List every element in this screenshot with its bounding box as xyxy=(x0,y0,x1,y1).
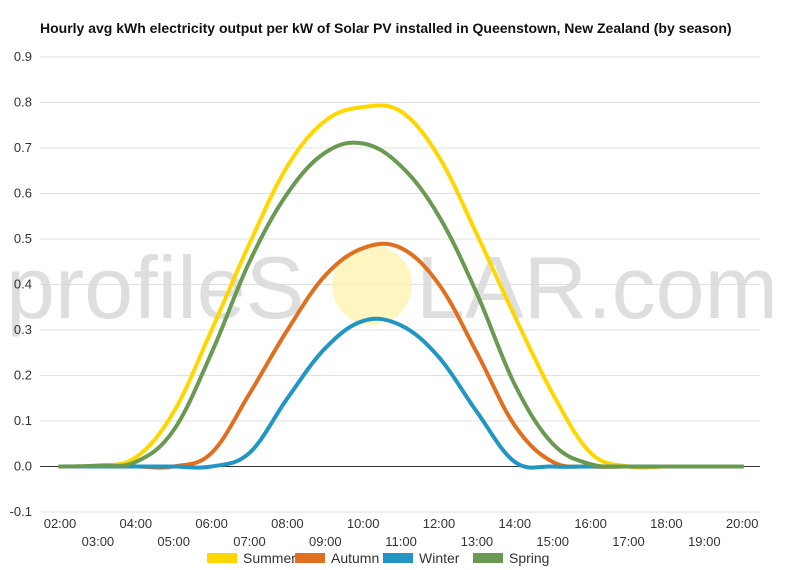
chart-title: Hourly avg kWh electricity output per kW… xyxy=(40,20,732,36)
x-tick-label: 05:00 xyxy=(157,534,190,549)
y-tick-label: 0.2 xyxy=(14,368,32,383)
x-tick-label: 12:00 xyxy=(423,516,456,531)
legend-label: Summer xyxy=(243,550,296,566)
y-tick-label: 0.7 xyxy=(14,140,32,155)
y-tick-label: 0.3 xyxy=(14,322,32,337)
watermark-text-right: LAR.com xyxy=(416,238,778,337)
legend-item-spring[interactable]: Spring xyxy=(473,550,549,566)
x-tick-label: 07:00 xyxy=(233,534,266,549)
series-lines xyxy=(58,103,745,470)
axes: -0.1 0.0 0.1 0.2 0.3 0.4 0.5 0.6 0.7 0.8 0.9 02:00 0… xyxy=(10,49,759,549)
x-tick-label: 04:00 xyxy=(120,516,153,531)
x-tick-label: 13:00 xyxy=(461,534,494,549)
x-tick-label: 02:00 xyxy=(44,516,77,531)
x-tick-label: 10:00 xyxy=(347,516,380,531)
x-tick-label: 06:00 xyxy=(195,516,228,531)
x-tick-label: 17:00 xyxy=(612,534,645,549)
legend-swatch xyxy=(383,553,413,563)
legend-item-winter[interactable]: Winter xyxy=(383,550,460,566)
legend-swatch xyxy=(207,553,237,563)
legend-swatch xyxy=(295,553,325,563)
y-tick-label: 0.8 xyxy=(14,95,32,110)
y-tick-label: -0.1 xyxy=(10,504,32,519)
x-tick-label: 09:00 xyxy=(309,534,342,549)
series-line-spring xyxy=(58,140,745,469)
y-tick-label: 0.0 xyxy=(14,459,32,474)
x-tick-label: 03:00 xyxy=(82,534,115,549)
legend-label: Winter xyxy=(419,550,460,566)
legend-item-autumn[interactable]: Autumn xyxy=(295,550,379,566)
x-tick-label: 11:00 xyxy=(385,534,417,549)
legend: Summer Autumn Winter Spring xyxy=(207,550,549,566)
watermark-text-left: profileS xyxy=(6,238,304,337)
x-tick-label: 18:00 xyxy=(650,516,683,531)
x-tick-label: 19:00 xyxy=(688,534,721,549)
y-tick-label: 0.4 xyxy=(14,277,32,292)
x-tick-label: 20:00 xyxy=(726,516,759,531)
legend-item-summer[interactable]: Summer xyxy=(207,550,296,566)
y-tick-label: 0.6 xyxy=(14,186,32,201)
legend-swatch xyxy=(473,553,503,563)
y-tick-label: 0.9 xyxy=(14,49,32,64)
y-tick-label: 0.5 xyxy=(14,231,32,246)
legend-label: Autumn xyxy=(331,550,379,566)
legend-label: Spring xyxy=(509,550,549,566)
watermark-sun-icon xyxy=(332,245,412,325)
x-tick-label: 14:00 xyxy=(499,516,532,531)
x-tick-label: 08:00 xyxy=(271,516,304,531)
y-tick-label: 0.1 xyxy=(14,413,32,428)
x-tick-label: 16:00 xyxy=(574,516,607,531)
x-tick-label: 15:00 xyxy=(536,534,569,549)
